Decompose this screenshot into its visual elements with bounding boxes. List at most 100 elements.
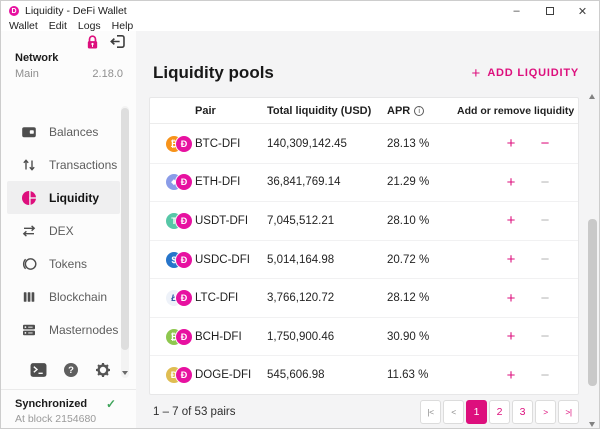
blockchain-icon [21, 289, 37, 305]
table-row[interactable]: ◆ Ð ETH-DFI 36,841,769.14 21.29 % + − [150, 164, 578, 203]
table-row[interactable]: Ð Ð DOGE-DFI 545,606.98 11.63 % + − [150, 356, 578, 394]
pair-label: DOGE-DFI [195, 369, 252, 382]
col-apr: APR i [387, 105, 425, 117]
window-title: Liquidity - DeFi Wallet [25, 5, 127, 17]
dfi-coin-icon: Ð [176, 251, 192, 268]
liquidity-value: 545,606.98 [267, 369, 325, 382]
row-remove-liquidity-button[interactable]: − [533, 248, 557, 272]
pagination: 1 – 7 of 53 pairs |< < 1 2 3 > >| [153, 399, 579, 425]
page-2-button[interactable]: 2 [489, 400, 510, 424]
sidebar-item-transactions[interactable]: Transactions [1, 148, 136, 181]
sidebar-scroll-down-arrow[interactable] [122, 371, 128, 375]
lock-icon [87, 34, 98, 49]
apr-value: 11.63 % [387, 369, 429, 382]
row-remove-liquidity-button[interactable]: − [533, 363, 557, 387]
transactions-icon [21, 157, 37, 173]
table-row[interactable]: ₿ Ð BCH-DFI 1,750,900.46 30.90 % + − [150, 318, 578, 357]
help-icon: ? [63, 362, 78, 377]
menu-wallet[interactable]: Wallet [9, 20, 38, 32]
page-title: Liquidity pools [153, 63, 274, 82]
last-page-button[interactable]: >| [558, 400, 579, 424]
sidebar-item-balances[interactable]: Balances [1, 115, 136, 148]
pair-label: USDT-DFI [195, 214, 249, 227]
sidebar-item-dex[interactable]: DEX [1, 214, 136, 247]
table-row[interactable]: ₿ Ð BTC-DFI 140,309,142.45 28.13 % + − [150, 125, 578, 164]
sidebar-item-masternodes[interactable]: Masternodes [1, 313, 136, 346]
close-button[interactable]: ✕ [566, 1, 599, 21]
sidebar: Network Main 2.18.0 Balances Transaction… [1, 31, 136, 428]
pagination-summary: 1 – 7 of 53 pairs [153, 406, 236, 418]
page-3-button[interactable]: 3 [512, 400, 533, 424]
dfi-coin-icon: Ð [176, 174, 192, 191]
window-controls: – ✕ [500, 1, 599, 21]
minimize-icon: – [513, 5, 520, 17]
titlebar: D Liquidity - DeFi Wallet – ✕ [1, 1, 599, 21]
table-row[interactable]: Ł Ð LTC-DFI 3,766,120.72 28.12 % + − [150, 279, 578, 318]
menubar: Wallet Edit Logs Help [1, 20, 599, 32]
maximize-button[interactable] [533, 1, 566, 21]
row-add-liquidity-button[interactable]: + [499, 325, 523, 349]
pools-table: Pair Total liquidity (USD) APR i Add or … [149, 97, 579, 395]
table-row[interactable]: T Ð USDT-DFI 7,045,512.21 28.10 % + − [150, 202, 578, 241]
apr-value: 21.29 % [387, 176, 430, 189]
apr-info-icon[interactable]: i [414, 105, 425, 116]
exit-wallet-button[interactable] [107, 32, 126, 50]
sync-status-panel: Synchronized ✓ At block 2154680 [1, 389, 136, 428]
lock-wallet-button[interactable] [83, 32, 102, 50]
menu-logs[interactable]: Logs [77, 20, 101, 32]
console-icon [30, 362, 47, 377]
page-1-button[interactable]: 1 [466, 400, 487, 424]
liquidity-value: 36,841,769.14 [267, 176, 341, 189]
row-remove-liquidity-button[interactable]: − [533, 132, 557, 156]
sync-check-icon: ✓ [105, 397, 116, 411]
settings-button[interactable] [94, 361, 111, 378]
sidebar-item-tokens[interactable]: Tokens [1, 247, 136, 280]
apr-value: 30.90 % [387, 330, 430, 343]
help-button[interactable]: ? [62, 361, 79, 378]
row-add-liquidity-button[interactable]: + [499, 209, 523, 233]
sidebar-scrollbar[interactable] [121, 106, 129, 378]
main-scrollbar-thumb[interactable] [588, 219, 597, 386]
pair-label: BTC-DFI [195, 137, 241, 150]
network-value: Main [15, 68, 39, 80]
row-add-liquidity-button[interactable]: + [499, 132, 523, 156]
console-button[interactable] [30, 361, 47, 378]
row-remove-liquidity-button[interactable]: − [533, 286, 557, 310]
row-add-liquidity-button[interactable]: + [499, 248, 523, 272]
sidebar-item-blockchain[interactable]: Blockchain [1, 280, 136, 313]
prev-page-button[interactable]: < [443, 400, 464, 424]
menu-edit[interactable]: Edit [48, 20, 67, 32]
table-row[interactable]: $ Ð USDC-DFI 5,014,164.98 20.72 % + − [150, 241, 578, 280]
dfi-coin-icon: Ð [176, 290, 192, 307]
row-remove-liquidity-button[interactable]: − [533, 325, 557, 349]
liquidity-value: 3,766,120.72 [267, 292, 335, 305]
network-panel: Network Main 2.18.0 [15, 52, 123, 80]
row-remove-liquidity-button[interactable]: − [533, 209, 557, 233]
scroll-up-arrow[interactable] [589, 94, 595, 99]
row-remove-liquidity-button[interactable]: − [533, 170, 557, 194]
next-page-button[interactable]: > [535, 400, 556, 424]
menu-help[interactable]: Help [111, 20, 134, 32]
sidebar-scrollbar-thumb[interactable] [121, 108, 129, 350]
row-add-liquidity-button[interactable]: + [499, 170, 523, 194]
liquidity-value: 5,014,164.98 [267, 253, 335, 266]
first-page-button[interactable]: |< [420, 400, 441, 424]
app-logo-icon: D [9, 6, 19, 16]
sidebar-item-liquidity[interactable]: Liquidity [7, 181, 120, 214]
row-add-liquidity-button[interactable]: + [499, 363, 523, 387]
dex-icon [21, 223, 37, 239]
sidebar-footer: ? [30, 361, 111, 378]
masternodes-icon [21, 322, 37, 338]
main-scrollbar[interactable] [586, 91, 599, 428]
pair-label: LTC-DFI [195, 292, 239, 305]
scroll-down-arrow[interactable] [589, 422, 595, 427]
apr-value: 28.12 % [387, 292, 430, 305]
row-add-liquidity-button[interactable]: + [499, 286, 523, 310]
dfi-coin-icon: Ð [176, 328, 192, 345]
table-body: ₿ Ð BTC-DFI 140,309,142.45 28.13 % + − ◆… [150, 125, 578, 394]
apr-value: 28.13 % [387, 137, 430, 150]
add-liquidity-button[interactable]: + ADD LIQUIDITY [471, 64, 579, 82]
minimize-button[interactable]: – [500, 1, 533, 21]
pair-label: BCH-DFI [195, 330, 242, 343]
